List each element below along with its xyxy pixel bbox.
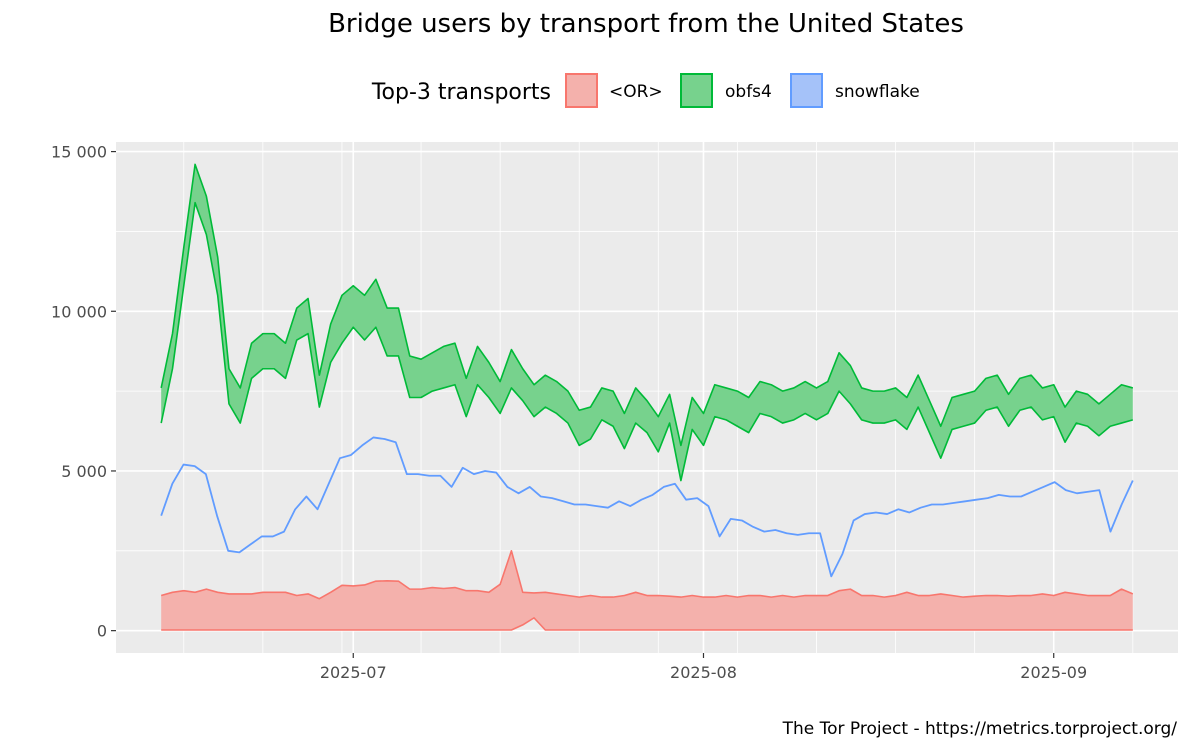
x-tick-label: 2025-07 <box>320 663 387 682</box>
chart-title: Bridge users by transport from the Unite… <box>328 9 964 39</box>
band-lower-line-obfs4 <box>160 201 1134 482</box>
series-snowflake <box>160 436 1134 578</box>
y-tick-label: 10 000 <box>51 302 107 321</box>
series-layer <box>160 163 1134 631</box>
legend-swatch-obfs4 <box>680 73 713 108</box>
legend-label-obfs4: obfs4 <box>725 82 772 102</box>
x-tick-label: 2025-08 <box>670 663 737 682</box>
legend-item-or: <OR> <box>565 73 663 108</box>
legend: Top-3 transports <OR> obfs4 snowflake <box>371 73 920 108</box>
y-tick-label: 15 000 <box>51 143 107 162</box>
legend-label-or: <OR> <box>609 82 663 102</box>
band-upper-line-or <box>160 549 1134 600</box>
caption: The Tor Project - https://metrics.torpro… <box>782 719 1178 739</box>
y-tick-label: 0 <box>97 622 107 641</box>
series-obfs4 <box>160 163 1134 482</box>
y-tick-label: 5 000 <box>61 462 107 481</box>
band-upper-line-obfs4 <box>160 163 1134 447</box>
line-snowflake <box>160 436 1134 578</box>
band-or <box>161 550 1133 631</box>
legend-swatch-snowflake <box>790 73 823 108</box>
series-or <box>160 549 1134 631</box>
band-obfs4 <box>161 164 1133 481</box>
legend-title: Top-3 transports <box>371 80 551 105</box>
x-tick-label: 2025-09 <box>1020 663 1087 682</box>
legend-label-snowflake: snowflake <box>835 82 920 102</box>
legend-item-snowflake: snowflake <box>790 73 920 108</box>
band-lower-line-or <box>161 617 1133 631</box>
legend-item-obfs4: obfs4 <box>680 73 772 108</box>
legend-swatch-or <box>565 73 598 108</box>
axes: 0 5 000 10 000 15 000 2025-07 2025-08 2025-09 <box>51 143 1087 682</box>
